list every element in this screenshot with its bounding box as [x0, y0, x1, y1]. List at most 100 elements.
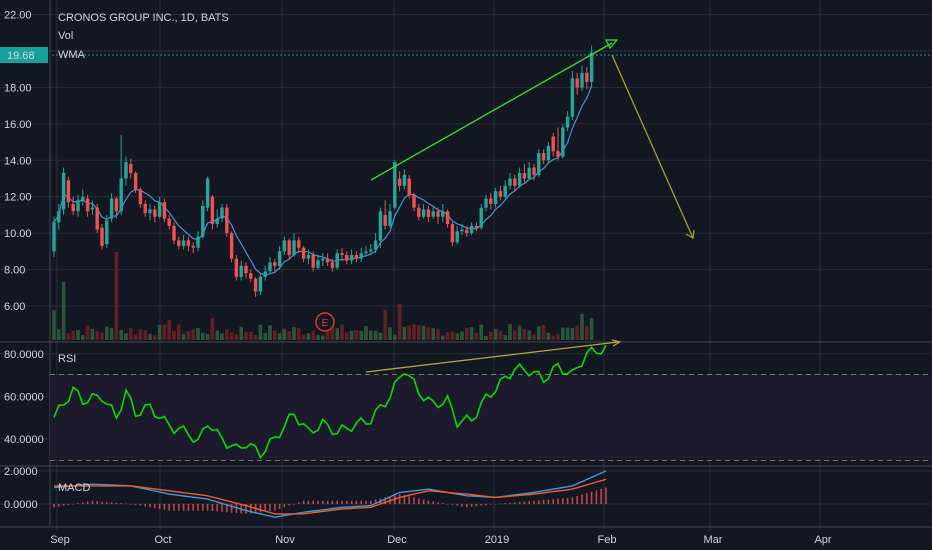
macd-histogram-bar [298, 502, 300, 504]
macd-histogram-bar [494, 504, 497, 505]
candle-body [561, 127, 565, 157]
volume-bar [95, 331, 99, 340]
macd-histogram-bar [312, 500, 314, 504]
chart-title: CRONOS GROUP INC., 1D, BATS [58, 12, 229, 24]
macd-histogram-bar [293, 504, 295, 505]
volume-bar [162, 324, 167, 340]
price-tick-label: 22.00 [4, 10, 32, 22]
candle-body [52, 222, 56, 252]
macd-histogram-bar [595, 490, 598, 504]
rsi-line [53, 344, 607, 460]
volume-bar [397, 304, 402, 340]
volume-bar [388, 327, 392, 340]
macd-histogram-bar [106, 501, 108, 504]
macd-histogram-bar [528, 501, 530, 504]
candle-body [426, 209, 431, 217]
macd-histogram-bar [336, 500, 338, 504]
candle-body [229, 233, 234, 259]
volume-bar [66, 333, 71, 340]
macd-histogram-bar [451, 504, 454, 505]
macd-histogram-bar [514, 502, 516, 504]
candle-body [66, 180, 71, 203]
candle-body [585, 72, 589, 82]
volume-bar [589, 318, 594, 340]
candle-body [349, 255, 354, 261]
macd-histogram-bar [509, 502, 511, 504]
candle-body [345, 255, 349, 261]
candle-body [354, 255, 359, 259]
macd-histogram-bar [365, 500, 367, 504]
volume-bar [378, 332, 383, 340]
candle-body [301, 247, 306, 259]
volume-bar [561, 327, 565, 340]
macd-panel [53, 470, 607, 518]
volume-bar [277, 333, 282, 340]
volume-bar [273, 330, 277, 340]
volume-bar [321, 335, 325, 340]
macd-histogram-bar [518, 501, 521, 504]
candle-body [210, 196, 215, 225]
candle-body [181, 240, 186, 246]
macd-histogram-bar [485, 504, 487, 506]
volume-bar [469, 327, 474, 340]
volume-bar [436, 329, 440, 340]
volume-bar [383, 310, 387, 340]
volume-bar [244, 331, 248, 340]
macd-histogram-bar [182, 504, 185, 511]
candle-body [541, 153, 546, 161]
rsi-panel [53, 339, 622, 460]
macd-histogram-bar [139, 504, 142, 506]
volume-bar [541, 325, 546, 340]
candle-body [565, 116, 570, 128]
volume-bar [157, 324, 162, 340]
price-tick-label: 10.00 [4, 228, 32, 240]
rsi-tick-label: 80.0000 [4, 349, 44, 361]
macd-histogram-bar [283, 504, 286, 508]
macd-tick-label: 2.0000 [4, 466, 38, 478]
macd-histogram-bar [264, 504, 266, 512]
candle-body [215, 218, 219, 225]
macd-histogram-bar [422, 499, 425, 504]
candle-body [263, 271, 267, 277]
macd-histogram-bar [586, 493, 588, 504]
candle-body [239, 265, 243, 277]
volume-bar [340, 324, 344, 340]
earnings-label: E [322, 318, 329, 329]
macd-histogram-bar [302, 500, 305, 504]
volume-bar [109, 328, 114, 340]
macd-histogram-bar [331, 500, 334, 504]
volume-bar [57, 329, 61, 340]
macd-histogram-bar [504, 503, 506, 504]
macd-tick-label: 0.0000 [4, 499, 38, 511]
candle-body [335, 253, 339, 268]
volume-bar [316, 334, 320, 340]
volume-bar [330, 327, 335, 340]
macd-histogram-bar [202, 504, 204, 511]
candles [52, 45, 594, 297]
candle-body [493, 191, 498, 204]
macd-histogram-bar [418, 498, 420, 504]
candle-body [340, 253, 344, 255]
macd-histogram-bar [446, 504, 449, 505]
volume-bar [426, 327, 431, 340]
macd-histogram-bar [72, 504, 74, 505]
time-tick-label: Sep [50, 534, 70, 546]
candle-body [489, 198, 493, 204]
rsi-label: RSI [58, 353, 76, 365]
macd-histogram-bar [274, 504, 276, 511]
rsi-tick-label: 60.0000 [4, 391, 44, 403]
candle-body [268, 262, 272, 272]
volume-bar [402, 326, 407, 340]
volume-bar [249, 331, 253, 340]
macd-histogram-bar [173, 504, 175, 511]
volume-bar [143, 330, 147, 340]
volume-bar [364, 325, 368, 340]
macd-histogram-bar [566, 497, 569, 504]
macd-histogram-bar [346, 500, 348, 504]
candle-body [292, 240, 296, 255]
volume-bar [551, 335, 555, 340]
time-tick-label: Feb [598, 534, 617, 546]
volume-bar [585, 326, 589, 340]
candle-body [589, 52, 594, 82]
